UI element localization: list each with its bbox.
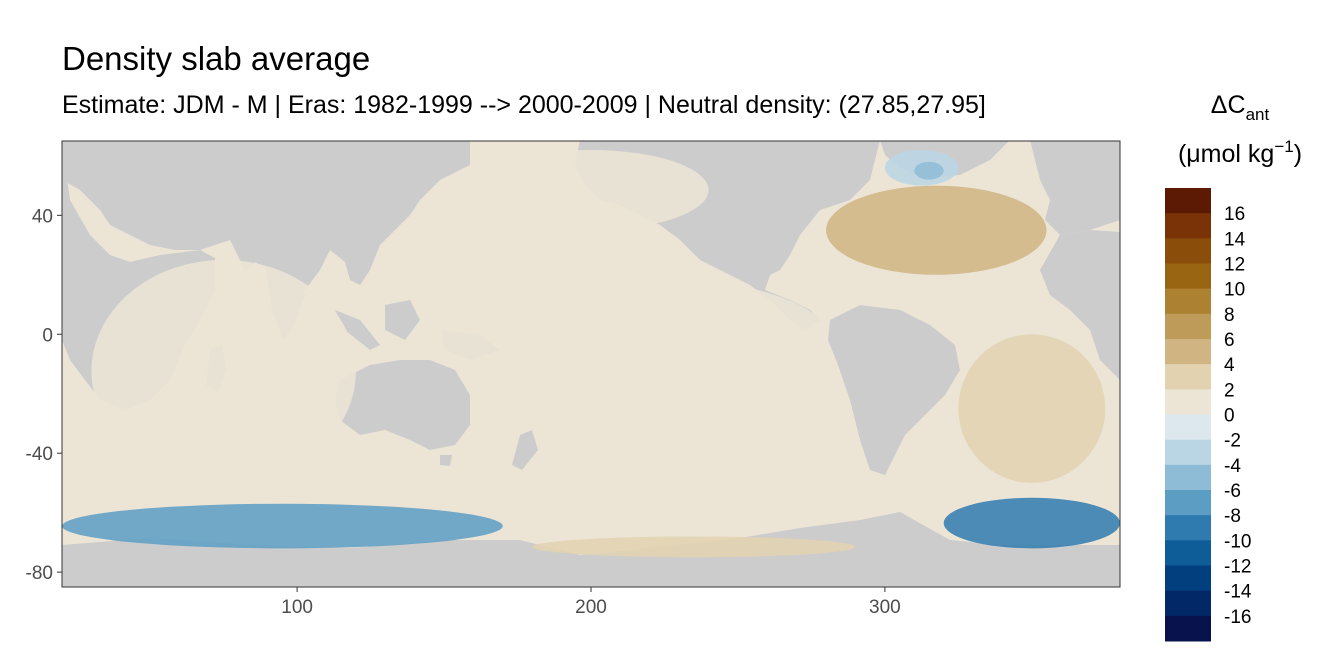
- y-tick-label: 0: [42, 325, 53, 346]
- legend-swatch: [1165, 414, 1211, 441]
- anomaly-region-7: [473, 149, 709, 231]
- x-tick-label: 300: [869, 597, 901, 618]
- anomaly-regions: [62, 149, 1120, 558]
- land-sumatra: [335, 310, 380, 350]
- land-south-america: [828, 305, 960, 475]
- legend-unit: (μmol kg−1): [1178, 137, 1302, 168]
- legend-label: 14: [1224, 229, 1246, 250]
- legend-colorbar: [1165, 188, 1211, 642]
- land-europe: [1030, 141, 1120, 235]
- anomaly-region-9: [91, 259, 356, 483]
- legend-swatch: [1165, 615, 1211, 642]
- land-tasmania: [440, 455, 452, 466]
- land-eurasia: [62, 141, 470, 300]
- y-axis: 40 0 -40 -80: [26, 206, 62, 584]
- land-africa-wrap: [1040, 230, 1120, 380]
- y-tick-label: -80: [26, 563, 53, 584]
- land-newzealand: [512, 430, 538, 470]
- legend-label: -10: [1224, 531, 1251, 552]
- anomaly-region-4: [62, 503, 503, 549]
- land-antarctica: [62, 512, 1120, 587]
- anomaly-region-2: [826, 185, 1047, 275]
- legend-swatch: [1165, 565, 1211, 592]
- legend-swatch: [1165, 590, 1211, 617]
- legend-swatch: [1165, 540, 1211, 566]
- anomaly-region-8: [414, 274, 827, 394]
- legend-label: -16: [1224, 607, 1251, 628]
- legend-swatch: [1165, 288, 1211, 315]
- legend-label: -4: [1224, 456, 1241, 477]
- x-tick-label: 100: [281, 597, 313, 618]
- legend-label: -6: [1224, 481, 1241, 502]
- legend-swatch: [1165, 213, 1211, 239]
- legend-swatch: [1165, 464, 1211, 491]
- anomaly-region-5: [943, 497, 1120, 549]
- legend-swatch: [1165, 339, 1211, 365]
- anomaly-region-6: [532, 536, 856, 558]
- legend-label: 8: [1224, 305, 1235, 326]
- legend-swatch: [1165, 490, 1211, 516]
- legend-label: 10: [1224, 280, 1245, 301]
- legend-swatch: [1165, 188, 1211, 214]
- chart-title: Density slab average: [62, 40, 371, 77]
- legend-label: 0: [1224, 406, 1235, 427]
- legend-label: 6: [1224, 330, 1235, 351]
- legend: ΔCant (μmol kg−1) 16 14 12 10 8 6 4 2 0 -2 -4 -6 -8 -…: [1165, 91, 1302, 642]
- legend-label: -14: [1224, 582, 1252, 603]
- legend-label: -12: [1224, 557, 1251, 578]
- legend-swatch: [1165, 238, 1211, 264]
- legend-label: -2: [1224, 431, 1241, 452]
- legend-label: 4: [1224, 355, 1235, 376]
- legend-swatch: [1165, 263, 1211, 290]
- legend-swatch: [1165, 515, 1211, 541]
- legend-label: 12: [1224, 255, 1245, 276]
- y-tick-label: 40: [32, 206, 53, 227]
- legend-swatch: [1165, 439, 1211, 466]
- legend-title: ΔCant: [1211, 91, 1270, 124]
- legend-labels: 16 14 12 10 8 6 4 2 0 -2 -4 -6 -8 -10 -12 -14 -16: [1224, 204, 1252, 628]
- legend-label: 16: [1224, 204, 1245, 225]
- legend-label: -8: [1224, 506, 1241, 527]
- chart-subtitle: Estimate: JDM - M | Eras: 1982-1999 --> …: [62, 91, 986, 119]
- legend-swatch: [1165, 364, 1211, 390]
- x-tick-label: 200: [575, 597, 607, 618]
- anomaly-region-3: [958, 334, 1106, 483]
- y-tick-label: -40: [26, 444, 53, 465]
- x-axis: 100 200 300: [281, 587, 901, 618]
- anomaly-region-1: [914, 161, 944, 180]
- land-borneo: [385, 300, 420, 340]
- legend-label: 2: [1224, 380, 1235, 401]
- legend-swatch: [1165, 389, 1211, 415]
- land-australia: [335, 360, 470, 450]
- legend-swatch: [1165, 313, 1211, 340]
